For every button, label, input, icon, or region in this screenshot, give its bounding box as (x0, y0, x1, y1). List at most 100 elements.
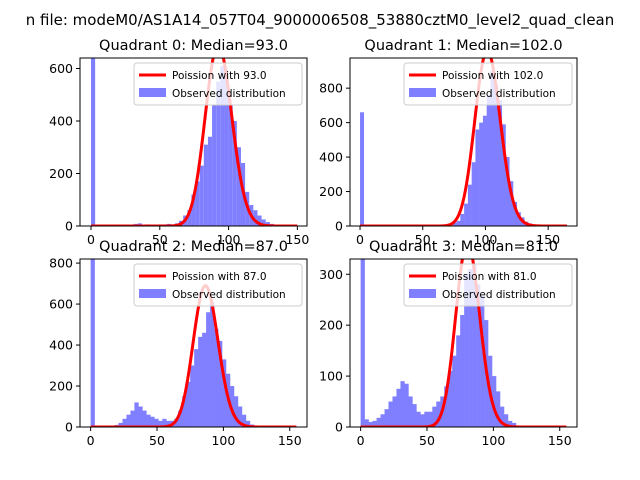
quadrant-1-histogram-bar (490, 70, 495, 226)
quadrant-2-y-tick-label: 800 (49, 256, 73, 271)
quadrant-3-histogram-bar (436, 401, 441, 427)
quadrant-2-histogram-bar (130, 410, 135, 427)
quadrant-1-legend-observed-label: Observed distribution (442, 88, 556, 100)
quadrant-3-histogram-bar (396, 388, 401, 427)
quadrant-2-histogram-bar (214, 328, 219, 427)
quadrant-2-y-tick-label: 600 (49, 297, 73, 312)
quadrant-0-histogram-bar (261, 219, 266, 226)
quadrant-2-y-tick-label: 400 (49, 338, 73, 353)
quadrant-3-y-tick-label: 200 (319, 318, 343, 333)
quadrant-3-histogram-bar (511, 422, 517, 427)
quadrant-0-histogram-bar (216, 81, 221, 226)
quadrant-3-histogram-bar (503, 414, 509, 427)
quadrant-2-histogram-bar (126, 414, 131, 427)
quadrant-0-histogram-bar (265, 222, 270, 226)
quadrant-2-histogram-bar (233, 396, 239, 427)
quadrant-2-legend-poisson-label: Poission with 87.0 (172, 271, 267, 283)
quadrant-3-x-tick-label: 0 (357, 433, 365, 448)
quadrant-0-legend-box (133, 62, 303, 106)
quadrant-0-axes-frame (79, 57, 308, 227)
quadrant-0-y-tick-label: 400 (49, 114, 73, 129)
quadrant-1-panel: 0 50 100 150 0 200 400 600 800 Quadrant 1: Median… (319, 38, 578, 247)
quadrant-0-histogram-bar (199, 165, 204, 226)
quadrant-2-spike-bar (90, 259, 95, 427)
quadrant-0-histogram-bar (191, 194, 196, 226)
quadrant-2-panel: 0 50 100 150 0 200 400 600 800 Quadrant 2: Median… (49, 239, 308, 448)
quadrant-0-histogram-bar (236, 147, 241, 226)
quadrant-2-histogram-bar (198, 336, 203, 427)
quadrant-0-histogram-bar (203, 144, 208, 226)
quadrant-2-x-tick-label: 100 (211, 433, 235, 448)
quadrant-2-histogram-bar (222, 359, 227, 427)
quadrant-1-histogram-bar (497, 100, 503, 226)
quadrant-2-histogram-bar (218, 340, 223, 427)
quadrant-3-histogram-bar (364, 419, 369, 427)
quadrant-2-histogram-bar (245, 420, 251, 427)
quadrant-0-title: Quadrant 0: Median=93.0 (99, 38, 288, 54)
quadrant-1-histogram-bar (475, 129, 480, 226)
quadrant-2-axes-frame (79, 258, 308, 428)
quadrant-2-histogram-bar (158, 420, 163, 427)
quadrant-0-histogram-bar (220, 65, 225, 226)
quadrant-1-x-tick-label: 100 (474, 232, 498, 247)
quadrant-1-x-tick-label: 50 (415, 232, 431, 247)
quadrant-1-histogram-bar (513, 201, 518, 226)
quadrant-2-legend: Poission with 87.0 Observed distribution (133, 263, 303, 307)
quadrant-0-histogram-bar (207, 136, 213, 226)
quadrant-3-histogram-bar (408, 396, 413, 427)
quadrant-3-title: Quadrant 3: Median=81.0 (369, 239, 558, 255)
quadrant-1-plot-area (359, 58, 568, 226)
quadrant-2-histogram-bar (122, 418, 127, 427)
quadrant-0-legend-observed-swatch (139, 88, 166, 97)
quadrant-2-histogram-bar (118, 422, 123, 427)
quadrant-3-x-tick-label: 100 (481, 433, 505, 448)
quadrant-3-panel: 0 50 100 150 0 100 200 300 Quadrant 3: Median=81… (319, 239, 578, 448)
quadrant-1-title: Quadrant 1: Median=102.0 (364, 38, 562, 54)
quadrant-3-spike-bar (360, 259, 365, 427)
quadrant-3-histogram-bar (460, 315, 465, 427)
quadrant-3-legend-poisson-label: Poission with 81.0 (442, 271, 537, 283)
quadrant-0-x-tick-label: 50 (152, 232, 168, 247)
quadrant-0-poisson-curve (90, 58, 298, 226)
quadrant-3-histogram-bar (448, 371, 453, 427)
quadrant-3-histogram-bar (452, 355, 457, 427)
quadrant-2-histogram-bar (134, 402, 139, 427)
quadrant-1-poisson-curve (359, 58, 568, 226)
quadrant-1-histogram-bar (516, 212, 521, 226)
quadrant-3-histogram-bar (496, 391, 501, 427)
quadrant-2-x-tick-label: 50 (149, 433, 165, 448)
quadrant-1-histogram-bar (471, 162, 476, 226)
quadrant-3-legend: Poission with 81.0 Observed distribution (403, 263, 573, 307)
quadrant-2-histogram-bar (190, 365, 195, 427)
quadrant-1-histogram-bar (501, 124, 506, 226)
figure-suptitle: n file: modeM0/AS1A14_057T04_9000006508_… (26, 11, 615, 30)
quadrant-1-histogram-bar (505, 157, 510, 226)
quadrant-2-histogram-bar (182, 396, 187, 427)
quadrant-3-histogram-bar (424, 411, 429, 427)
quadrant-2-histogram-bar (174, 418, 179, 427)
quadrant-1-histogram-bar (464, 203, 469, 226)
quadrant-2-x-tick-label: 0 (87, 433, 95, 448)
quadrant-1-y-tick-label: 600 (319, 115, 343, 130)
quadrant-1-x-tick-label: 0 (356, 232, 364, 247)
quadrant-1-histogram-bar (482, 115, 487, 226)
quadrant-2-histogram-bar (138, 406, 143, 427)
quadrant-1-y-tick-label: 400 (319, 150, 343, 165)
quadrant-0-y-tick-label: 0 (65, 219, 73, 234)
quadrant-0-histogram-bar (195, 181, 200, 226)
quadrant-0-y-tick-label: 200 (49, 166, 73, 181)
quadrant-0-histogram-bar (253, 210, 258, 226)
quadrant-2-histogram-bar (150, 416, 155, 427)
quadrant-3-x-tick-label: 150 (548, 433, 572, 448)
quadrant-3-histogram-bar (372, 420, 377, 427)
quadrant-0-histogram-bar (187, 210, 192, 226)
quadrant-3-legend-observed-label: Observed distribution (442, 289, 556, 301)
quadrant-3-histogram-bar (376, 417, 381, 427)
quadrant-1-histogram-bar (494, 84, 499, 226)
quadrant-0-histogram-bar (228, 105, 233, 226)
quadrant-3-y-tick-label: 300 (319, 267, 343, 282)
quadrant-3-x-tick-label: 50 (419, 433, 435, 448)
quadrant-3-histogram-bar (368, 421, 373, 427)
quadrant-3-histogram-bar (388, 401, 393, 427)
